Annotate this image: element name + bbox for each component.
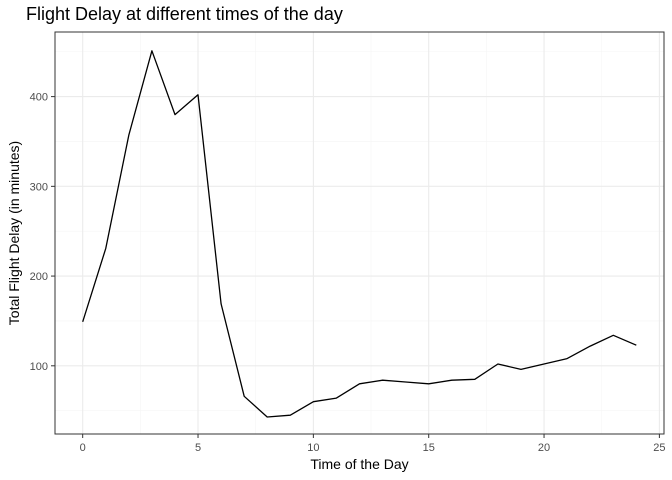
x-axis-title: Time of the Day — [310, 456, 408, 472]
y-tick-label: 400 — [30, 92, 48, 104]
minor-gridlines — [55, 32, 664, 434]
series-line — [82, 50, 637, 418]
panel-border — [54, 31, 665, 435]
x-tick-label: 15 — [423, 442, 435, 454]
y-tick-label: 300 — [30, 181, 48, 193]
x-tick-label: 5 — [195, 442, 201, 454]
y-tick-label: 100 — [30, 361, 48, 373]
y-axis: 100 200 300 400 — [30, 92, 55, 373]
x-tick-label: 0 — [80, 442, 86, 454]
x-axis: 0 5 10 15 20 25 — [80, 434, 666, 454]
y-tick-label: 200 — [30, 271, 48, 283]
chart-title: Flight Delay at different times of the d… — [26, 4, 343, 24]
y-axis-title: Total Flight Delay (in minutes) — [6, 141, 22, 325]
x-tick-label: 20 — [538, 442, 550, 454]
plot-panel — [55, 32, 664, 434]
x-tick-label: 10 — [307, 442, 319, 454]
x-tick-label: 25 — [653, 442, 665, 454]
series-layer — [82, 50, 637, 418]
